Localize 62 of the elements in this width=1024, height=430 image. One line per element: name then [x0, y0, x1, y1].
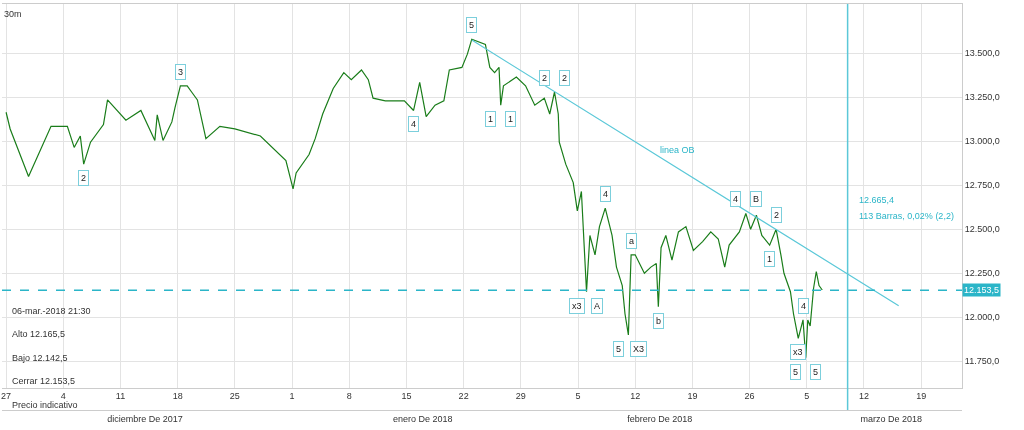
- x-tick-label: 27: [1, 391, 12, 402]
- x-tick-label: 11: [115, 391, 126, 402]
- annotation: 4: [411, 119, 417, 129]
- y-tick-label: 13.250,0: [964, 92, 1000, 103]
- annotation: 12.665,4: [859, 195, 895, 205]
- annotation: 2: [542, 73, 548, 83]
- y-tick-label: 11.750,0: [964, 356, 1000, 367]
- y-tick-label: 12.750,0: [964, 180, 1000, 191]
- annotation: Alto 12.165,5: [12, 329, 66, 339]
- x-tick-label: 29: [515, 391, 526, 402]
- annotation: 5: [793, 367, 799, 377]
- annotation: 2: [81, 173, 87, 183]
- x-tick-label: 22: [458, 391, 469, 402]
- annotation: 06-mar.-2018 21:30: [12, 306, 91, 316]
- x-tick-label: 19: [687, 391, 698, 402]
- annotation: linea OB: [660, 145, 695, 155]
- x-tick-label: 15: [401, 391, 412, 402]
- annotation: Bajo 12.142,5: [12, 353, 68, 363]
- y-tick-label: 13.500,0: [964, 48, 1000, 59]
- annotation: 113 Barras, 0,02% (2,2): [859, 211, 954, 221]
- x-tick-label: 19: [916, 391, 927, 402]
- x-tick-label: 8: [346, 391, 352, 402]
- annotation: 1: [488, 114, 494, 124]
- annotation: 5: [616, 344, 622, 354]
- x2-tick-label: enero De 2018: [393, 413, 453, 424]
- x-tick-label: 25: [229, 391, 240, 402]
- y-tick-label: 12.500,0: [964, 224, 1000, 235]
- x2-tick-label: febrero De 2018: [627, 413, 693, 424]
- x-tick-label: 26: [744, 391, 755, 402]
- x-tick-label: 5: [804, 391, 810, 402]
- annotation: x3: [793, 347, 803, 357]
- annotation: a: [629, 236, 635, 246]
- x-tick-label: 1: [289, 391, 295, 402]
- annotation: 2: [774, 210, 780, 220]
- y-tick-label: 13.000,0: [964, 136, 1000, 147]
- text: Precio indicativo: [12, 400, 78, 410]
- annotation: x3: [572, 301, 582, 311]
- annotation: 3: [178, 67, 184, 77]
- x2-tick-label: diciembre De 2017: [107, 413, 183, 424]
- annotation: Cerrar 12.153,5: [12, 376, 76, 386]
- x-tick-label: 18: [172, 391, 183, 402]
- annotation: 1: [767, 254, 773, 264]
- annotation: b: [656, 316, 662, 326]
- annotation: X3: [633, 344, 645, 354]
- annotation: A: [594, 301, 601, 311]
- annotation: 4: [603, 189, 609, 199]
- ref-line-label: 12.153,5: [964, 285, 1000, 295]
- annotation: 4: [733, 194, 739, 204]
- text: 30m: [4, 9, 22, 20]
- y-tick-label: 12.250,0: [964, 268, 1000, 279]
- x-tick-label: 12: [630, 391, 641, 402]
- x-tick-label: 5: [575, 391, 581, 402]
- annotation: 5: [813, 367, 819, 377]
- x2-tick-label: marzo De 2018: [860, 413, 922, 424]
- annotation: 5: [469, 20, 475, 30]
- y-tick-label: 12.000,0: [964, 312, 1000, 323]
- x-tick-label: 12: [858, 391, 869, 402]
- annotation: 4: [801, 301, 807, 311]
- annotation: 2: [562, 73, 568, 83]
- x-tick-label: 4: [60, 391, 66, 402]
- annotation: B: [753, 194, 760, 204]
- annotation: 1: [508, 114, 514, 124]
